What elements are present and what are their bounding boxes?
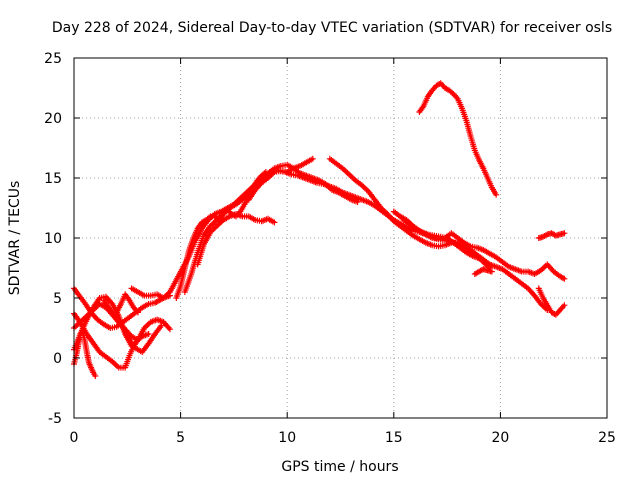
- x-tick-label: 5: [176, 430, 185, 446]
- x-tick-label: 25: [598, 430, 616, 446]
- y-tick-label: -5: [48, 411, 62, 427]
- y-tick-label: 5: [53, 291, 62, 307]
- series-markers: [535, 230, 568, 241]
- data-series-arc-12: [245, 155, 316, 203]
- data-series-arc-16: [471, 266, 495, 277]
- data-series-arc-13: [326, 155, 493, 271]
- x-tick-label: 20: [491, 430, 509, 446]
- series-markers: [535, 285, 568, 318]
- series-markers: [113, 291, 141, 316]
- series-markers: [181, 161, 361, 295]
- data-series-arc-11: [194, 211, 278, 268]
- series-markers: [245, 155, 316, 203]
- data-series-arc-10: [181, 161, 361, 295]
- data-series-arc-18: [535, 230, 568, 241]
- y-tick-label: 25: [44, 51, 62, 67]
- data-series-arc-19: [535, 285, 568, 318]
- series-markers: [471, 266, 495, 277]
- tick-layer: 0 5 10 15 20 25 -5 0 5 10 15 20 25: [44, 51, 616, 446]
- x-tick-label: 15: [385, 430, 403, 446]
- data-series-arc-7: [113, 291, 141, 316]
- series-markers: [100, 297, 165, 355]
- grid-layer: [74, 58, 607, 418]
- y-axis-label: SDTVAR / TECUs: [7, 181, 23, 296]
- series-markers: [71, 328, 99, 379]
- y-tick-label: 10: [44, 231, 62, 247]
- plot-frame: [73, 57, 608, 419]
- data-series-arc-17: [416, 80, 500, 198]
- data-series-arc-3: [71, 328, 99, 379]
- series-markers: [399, 215, 483, 262]
- series-markers: [194, 211, 278, 268]
- x-tick-label: 0: [70, 430, 79, 446]
- chart-title: Day 228 of 2024, Sidereal Day-to-day VTE…: [52, 20, 612, 36]
- y-tick-label: 0: [53, 351, 62, 367]
- data-series-arc-6: [100, 297, 165, 355]
- x-tick-label: 10: [278, 430, 296, 446]
- series-markers: [416, 80, 500, 198]
- series-layer: [71, 80, 568, 379]
- y-tick-label: 20: [44, 111, 62, 127]
- data-series-arc-15: [399, 215, 483, 262]
- x-axis-label: GPS time / hours: [281, 459, 398, 475]
- y-tick-label: 15: [44, 171, 62, 187]
